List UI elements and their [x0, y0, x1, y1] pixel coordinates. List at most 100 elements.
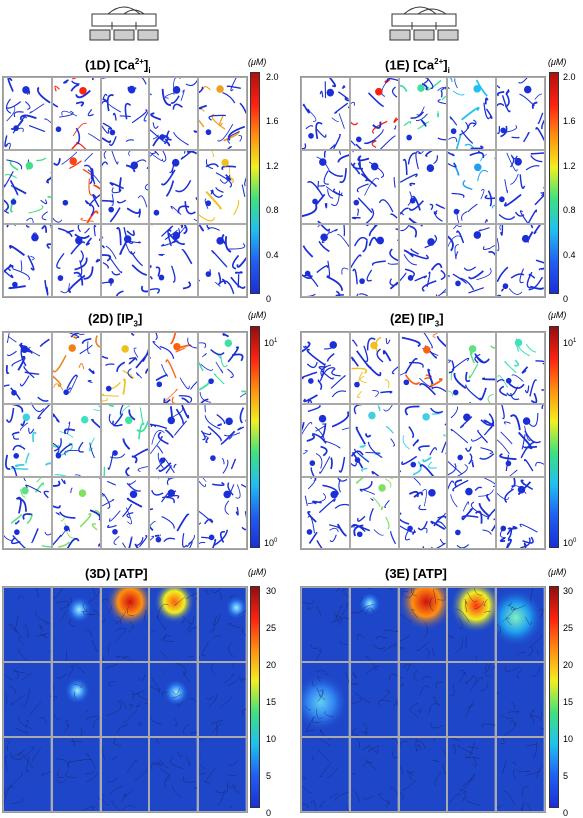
frame-cell	[301, 737, 350, 812]
frame-cell	[398, 476, 448, 549]
frame-cell	[51, 662, 101, 737]
frame-cell	[3, 404, 52, 477]
frame-cell	[198, 332, 247, 405]
frame-cell	[3, 223, 52, 297]
frame-cell	[149, 662, 199, 737]
frame-cell	[3, 150, 52, 224]
colorbar-tick: 15	[266, 697, 277, 707]
grid-2d	[2, 331, 248, 550]
colorbar-tick: 1.6	[266, 116, 279, 127]
frame-cell	[51, 332, 101, 405]
colorbar-tick: 30	[563, 586, 574, 596]
frame-cell	[301, 150, 350, 224]
frame-cell	[100, 476, 150, 549]
frame-cell	[496, 77, 545, 151]
frame-cell	[149, 404, 199, 477]
colorbar-2e	[549, 326, 559, 548]
colorbar-tick: 15	[563, 697, 574, 707]
frame-cell	[398, 662, 448, 737]
colorbar-tick: 0.4	[563, 249, 576, 260]
colorbar-tick: 5	[266, 771, 272, 781]
frame-cell	[149, 77, 199, 151]
frame-cell	[51, 223, 101, 297]
frame-cell	[100, 662, 150, 737]
frame-cell	[301, 404, 350, 477]
colorbar-tick: 0.8	[563, 205, 576, 216]
frame-cell	[100, 332, 150, 405]
frame-cell	[398, 77, 448, 151]
frame-cell	[51, 587, 101, 662]
colorbar-1e	[549, 72, 559, 294]
frame-cell	[198, 404, 247, 477]
colorbar-tick: 20	[563, 660, 574, 670]
frame-cell	[149, 476, 199, 549]
frame-cell	[398, 332, 448, 405]
panel-title-1e: (1E) [Ca2+]i	[385, 57, 450, 75]
frame-cell	[398, 150, 448, 224]
frame-cell	[301, 332, 350, 405]
frame-cell	[3, 332, 52, 405]
frame-cell	[496, 476, 545, 549]
unit-3d: (μM)	[248, 567, 267, 577]
frame-cell	[398, 404, 448, 477]
unit-2d: (μM)	[248, 310, 267, 320]
frame-cell	[3, 587, 52, 662]
panel-title-3d: (3D) [ATP]	[85, 566, 148, 581]
colorbar-tick-2e-bottom: 100	[563, 538, 577, 548]
frame-cell	[496, 332, 545, 405]
setup-schematic-left	[89, 6, 159, 41]
frame-cell	[3, 476, 52, 549]
frame-cell	[349, 77, 399, 151]
frame-cell	[496, 587, 545, 662]
frame-cell	[496, 404, 545, 477]
colorbar-tick: 0.8	[266, 205, 279, 216]
grid-3d	[2, 586, 248, 813]
colorbar-tick: 25	[563, 623, 574, 633]
frame-cell	[51, 150, 101, 224]
colorbar-tick: 2.0	[563, 72, 576, 82]
frame-cell	[349, 476, 399, 549]
panel-title-2e: (2E) [IP3]	[390, 311, 444, 329]
frame-cell	[447, 332, 497, 405]
colorbar-tick: 30	[266, 586, 277, 596]
frame-cell	[349, 587, 399, 662]
setup-schematic-right	[389, 6, 459, 41]
frame-cell	[496, 223, 545, 297]
colorbar-tick-2e-top: 101	[563, 338, 577, 348]
frame-cell	[447, 404, 497, 477]
colorbar-2d	[250, 326, 260, 548]
frame-cell	[301, 662, 350, 737]
grid-1e	[300, 76, 546, 298]
unit-2e: (μM)	[548, 310, 567, 320]
frame-cell	[447, 587, 497, 662]
panel-title-2d: (2D) [IP3]	[88, 311, 143, 329]
frame-cell	[198, 662, 247, 737]
frame-cell	[149, 150, 199, 224]
frame-cell	[51, 737, 101, 812]
frame-cell	[496, 662, 545, 737]
frame-cell	[198, 587, 247, 662]
frame-cell	[496, 737, 545, 812]
colorbar-tick: 0	[266, 808, 272, 818]
colorbar-3e	[549, 586, 559, 808]
frame-cell	[349, 737, 399, 812]
frame-cell	[51, 476, 101, 549]
frame-cell	[447, 737, 497, 812]
colorbar-tick: 10	[563, 734, 574, 744]
panel-title-1d: (1D) [Ca2+]i	[85, 57, 151, 75]
frame-cell	[447, 150, 497, 224]
frame-cell	[100, 404, 150, 477]
grid-1d	[2, 76, 248, 298]
frame-cell	[447, 223, 497, 297]
frame-cell	[3, 77, 52, 151]
frame-cell	[100, 737, 150, 812]
frame-cell	[349, 150, 399, 224]
frame-cell	[398, 587, 448, 662]
frame-cell	[100, 77, 150, 151]
frame-cell	[349, 332, 399, 405]
colorbar-3d	[250, 586, 260, 808]
colorbar-tick: 0	[563, 294, 569, 304]
colorbar-tick: 1.2	[266, 160, 279, 171]
grid-3e	[300, 586, 546, 813]
frame-cell	[3, 737, 52, 812]
